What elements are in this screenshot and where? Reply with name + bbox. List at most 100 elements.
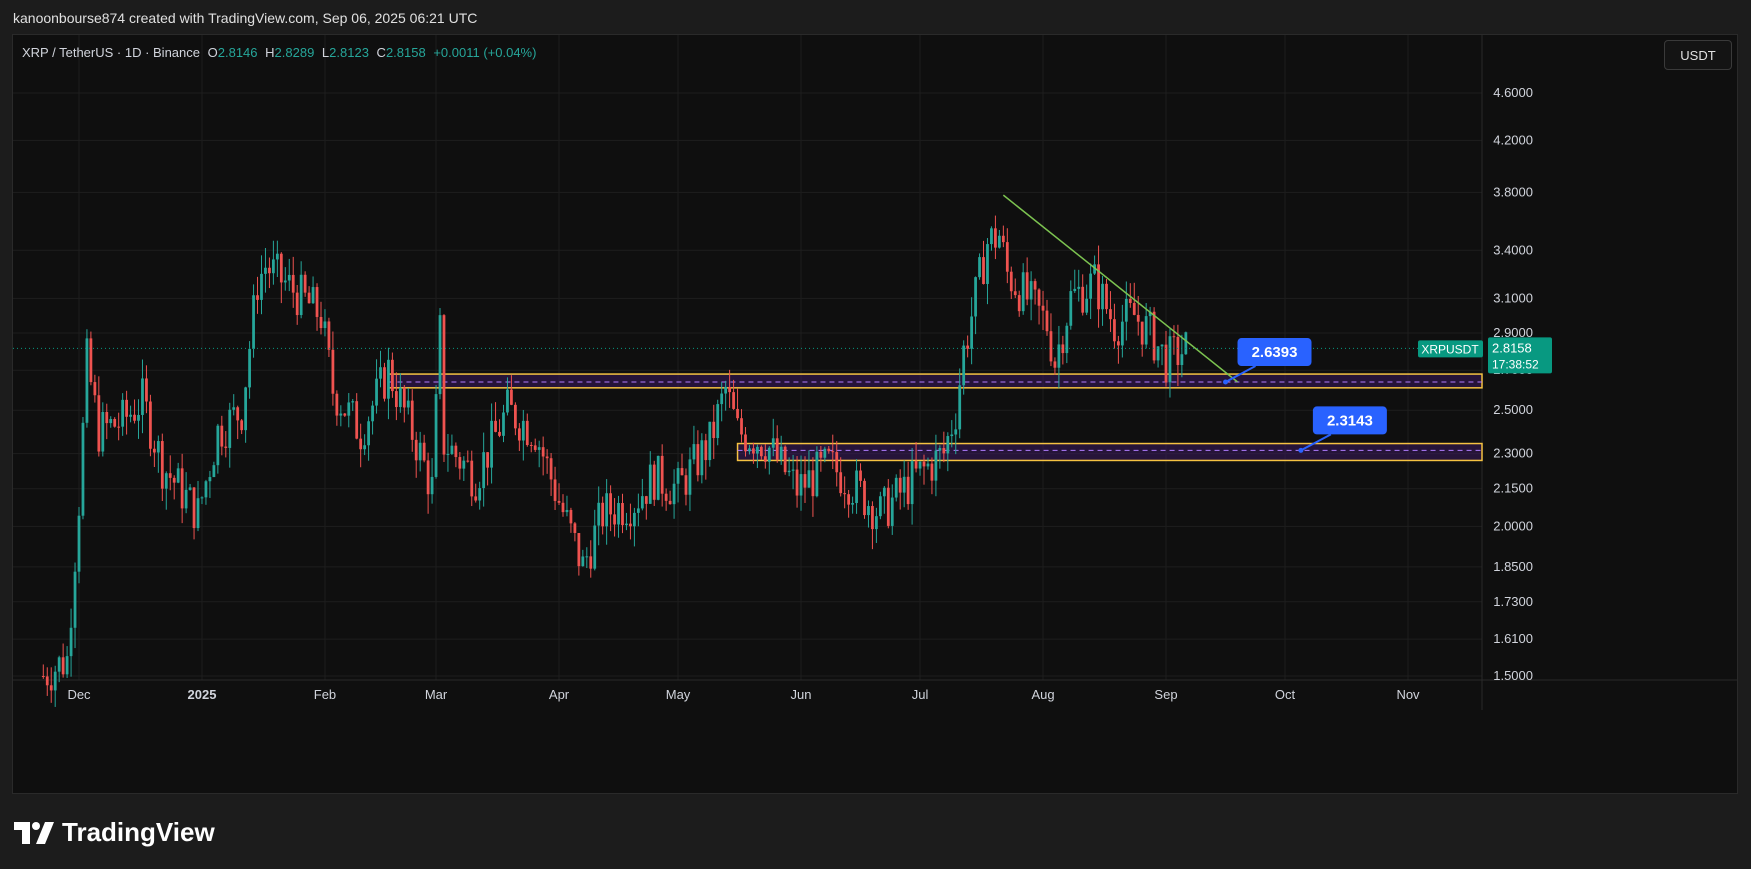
candle[interactable] [549,458,553,480]
candle[interactable] [252,295,255,349]
candle[interactable] [958,385,962,430]
candle[interactable] [470,460,474,497]
candle[interactable] [121,399,125,427]
candle[interactable] [644,496,648,504]
candle[interactable] [906,476,910,505]
candle[interactable] [569,509,573,524]
candle[interactable] [145,378,148,402]
candle[interactable] [1124,298,1128,322]
candle[interactable] [1049,331,1053,362]
candle[interactable] [839,472,843,494]
candle[interactable] [474,496,478,501]
candle[interactable] [851,503,854,505]
candle[interactable] [204,481,208,498]
candle[interactable] [1113,319,1116,342]
candle[interactable] [978,257,981,278]
candle[interactable] [926,463,930,467]
candle[interactable] [494,420,497,432]
candle[interactable] [605,493,609,527]
candle[interactable] [410,400,414,440]
candle[interactable] [775,438,779,460]
candle[interactable] [454,445,458,458]
candle[interactable] [172,477,176,483]
candle[interactable] [113,419,117,427]
candle[interactable] [755,446,759,454]
candle[interactable] [855,470,858,504]
candle[interactable] [256,295,259,300]
candle[interactable] [486,452,490,468]
candle[interactable] [799,474,803,496]
candle[interactable] [117,426,121,428]
candle[interactable] [184,489,188,509]
candle[interactable] [708,421,712,461]
candle[interactable] [268,267,271,274]
candle[interactable] [748,448,751,452]
candle[interactable] [406,400,410,408]
candle[interactable] [81,422,85,516]
candle[interactable] [240,420,244,431]
candle[interactable] [260,273,263,300]
candle[interactable] [962,345,966,386]
candle[interactable] [323,321,327,329]
candle[interactable] [279,253,283,283]
candle[interactable] [692,444,696,460]
candle[interactable] [823,448,827,458]
candle[interactable] [521,420,525,441]
candle[interactable] [565,509,569,513]
candle[interactable] [141,378,144,415]
candle[interactable] [656,455,660,500]
candle[interactable] [533,445,537,450]
candle[interactable] [633,512,636,527]
candle[interactable] [763,456,767,462]
candle[interactable] [351,401,355,403]
candle[interactable] [752,448,755,454]
candle[interactable] [902,476,906,493]
candle[interactable] [327,321,331,350]
candle[interactable] [1089,273,1093,299]
candle[interactable] [311,287,315,304]
candle[interactable] [347,402,351,416]
candle[interactable] [1176,336,1180,366]
candle[interactable] [402,387,406,408]
candle[interactable] [617,503,620,525]
candle[interactable] [716,404,720,439]
candle[interactable] [934,450,938,481]
candle[interactable] [827,448,831,452]
candle[interactable] [1101,283,1104,310]
candle[interactable] [914,461,918,469]
candle[interactable] [228,409,232,448]
candle[interactable] [156,441,160,453]
candle[interactable] [1069,291,1073,326]
candle[interactable] [1184,332,1188,355]
candle[interactable] [307,292,311,304]
candle[interactable] [85,338,89,423]
candle[interactable] [581,556,585,567]
candle[interactable] [886,487,890,526]
chart-frame[interactable] [12,34,1738,794]
candle[interactable] [589,556,593,569]
candle[interactable] [291,274,295,293]
candle[interactable] [847,494,851,505]
candle[interactable] [1061,344,1065,354]
candle[interactable] [335,393,339,416]
candle[interactable] [557,500,561,503]
candle[interactable] [1081,286,1085,313]
candle[interactable] [498,431,501,436]
candle[interactable] [339,413,343,416]
candle[interactable] [803,474,807,488]
candle[interactable] [450,445,454,454]
candle[interactable] [466,460,470,462]
candle[interactable] [537,447,541,450]
candle[interactable] [922,461,926,467]
candle[interactable] [966,345,970,349]
candle[interactable] [831,451,835,453]
candle[interactable] [224,446,228,448]
candle[interactable] [867,506,870,516]
candle[interactable] [553,479,557,501]
candle[interactable] [375,378,378,406]
candle[interactable] [672,483,676,505]
candle[interactable] [418,442,422,461]
candle[interactable] [442,315,446,455]
candle[interactable] [1168,336,1172,383]
candle[interactable] [696,444,700,476]
